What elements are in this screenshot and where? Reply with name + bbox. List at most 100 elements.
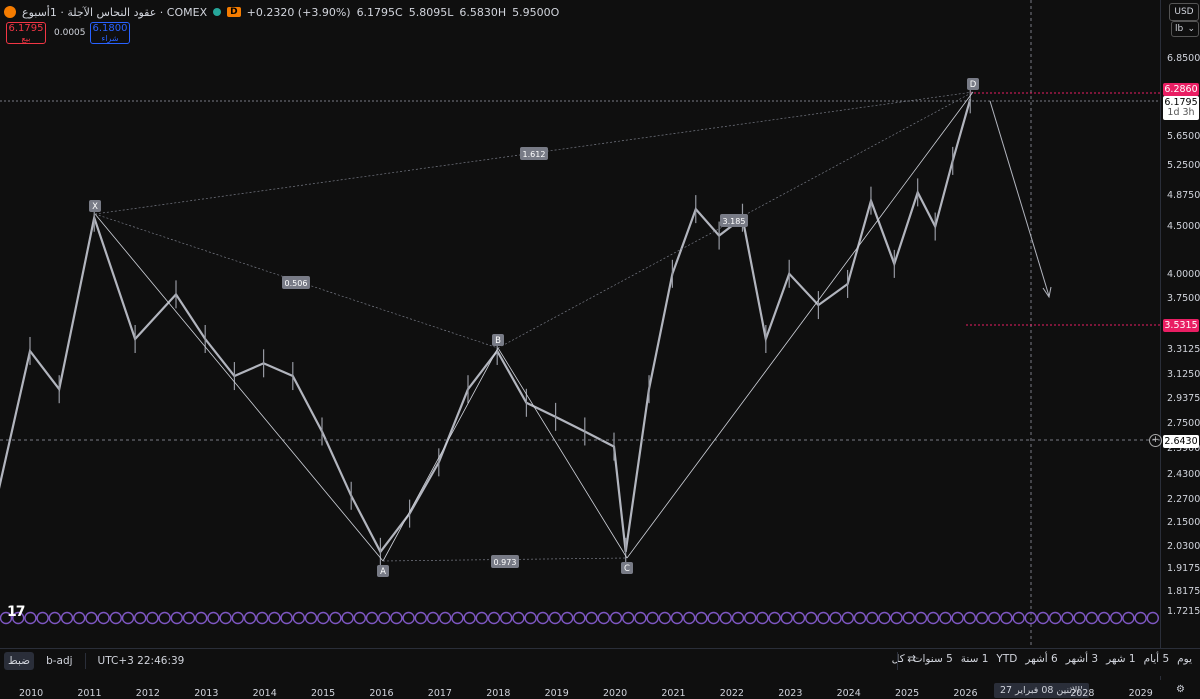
event-marker-icon: [378, 611, 391, 625]
event-marker-icon: [475, 611, 488, 625]
price-tick-label: 2.2700: [1167, 494, 1200, 505]
event-marker-icon: [1024, 611, 1038, 625]
time-tick-label: 2022: [719, 688, 744, 699]
event-marker-icon: [1109, 611, 1123, 625]
event-marker-icon: [878, 611, 891, 625]
current-price-tag: 6.1795 1d 3h: [1163, 96, 1199, 120]
event-marker-icon: [1036, 611, 1050, 625]
event-marker-icon: [170, 611, 184, 625]
event-marker-icon: [597, 611, 610, 625]
pattern-point-box-A: [377, 565, 389, 577]
ratio-label-1: 0.506: [285, 279, 308, 288]
add-alert-plus-icon[interactable]: +: [1149, 434, 1162, 447]
pattern-leg-AB: [382, 347, 499, 562]
pattern-leg-CD: [626, 91, 974, 559]
ratio-box-2: [720, 214, 748, 227]
event-marker-icon: [219, 611, 232, 625]
price-axis[interactable]: USD lb ⌄ 6.8500 5.6500 5.2500 4.8750 4.5000 4…: [1149, 0, 1200, 680]
range-option[interactable]: 6 أشهر: [1025, 653, 1058, 665]
chart-pane[interactable]: X A B C D 1.612 0.506 3.185 0.973 عقود النحاس ال…: [0, 0, 1160, 680]
range-option[interactable]: 1 سنة: [960, 653, 989, 665]
pattern-point-box-D: [967, 78, 979, 90]
event-marker-icon: [646, 611, 659, 625]
event-marker-icon: [243, 611, 257, 625]
market-status-icon: [213, 8, 222, 16]
spread-value: 0.0005: [54, 28, 86, 38]
event-marker-icon: [890, 611, 903, 625]
unit-select[interactable]: lb ⌄: [1171, 21, 1199, 37]
range-option[interactable]: 5 أيام: [1143, 653, 1170, 665]
event-marker-icon: [133, 611, 147, 625]
event-marker-icon: [414, 611, 427, 625]
event-marker-icon: [719, 611, 732, 625]
compare-calendar-icon[interactable]: ⇄: [907, 653, 916, 665]
price-tick-label: 1.7215: [1167, 606, 1200, 617]
pattern-point-D: D: [970, 80, 977, 90]
time-tick-label: 2014: [252, 688, 277, 699]
event-marker-icon: [451, 611, 464, 625]
buy-button[interactable]: 6.1800 شراء: [90, 22, 130, 44]
delayed-badge: D: [227, 7, 241, 17]
copper-symbol-icon: [4, 6, 16, 18]
event-marker-icon: [426, 611, 440, 625]
time-tick-label: 2028: [1070, 688, 1095, 699]
pattern-leg-XA: [94, 213, 384, 562]
price-tick-label: 4.0000: [1167, 269, 1200, 280]
time-tick-label: 2016: [369, 688, 394, 699]
price-tick-label: 2.0300: [1167, 541, 1200, 552]
range-option[interactable]: 3 أشهر: [1065, 653, 1099, 665]
event-marker-icon: [194, 611, 208, 625]
event-marker-icon: [548, 611, 562, 625]
event-marker-icon: [524, 611, 537, 625]
event-marker-icon: [939, 611, 952, 625]
event-marker-icon: [768, 611, 781, 625]
event-marker-icon: [1134, 611, 1147, 625]
buy-label: شراء: [101, 34, 119, 43]
time-tick-label: 2024: [836, 688, 861, 699]
event-marker-icon: [914, 611, 928, 625]
event-marker-icon: [146, 611, 159, 625]
time-tick-label: 2012: [135, 688, 160, 699]
time-tick-label: 2019: [544, 688, 569, 699]
range-option[interactable]: كل: [891, 653, 905, 665]
symbol-title[interactable]: عقود النحاس الآجلة · 1أسبوع · COMEX: [22, 5, 208, 19]
date-range-selector: يوم 5 أيام 1 شهر 3 أشهر 6 أشهر YTD 1 سنة 5 سنوا…: [892, 653, 1192, 665]
price-tick-label: 3.7500: [1167, 293, 1200, 304]
event-marker-icon: [256, 611, 269, 625]
sell-button[interactable]: 6.1795 بيع: [6, 22, 46, 44]
event-marker-icon: [182, 611, 196, 625]
legend-high: 6.5830H: [459, 5, 507, 19]
price-tick-label: 6.8500: [1167, 53, 1200, 64]
currency-button[interactable]: USD: [1169, 3, 1199, 21]
event-marker-icon: [24, 611, 37, 625]
event-marker-icon: [304, 611, 318, 625]
range-option[interactable]: 5 سنوات: [912, 653, 953, 665]
target-price-tag: 6.2860: [1163, 83, 1199, 96]
adjust-button[interactable]: ضبط: [4, 652, 35, 670]
event-marker-icon: [634, 611, 647, 625]
pattern-leg-BC: [497, 347, 628, 559]
back-adjust-button[interactable]: b-adj: [46, 655, 73, 667]
event-marker-icon: [48, 611, 61, 625]
sell-label: بيع: [21, 34, 31, 43]
event-marker-icon: [805, 611, 818, 625]
event-marker-icon: [85, 611, 98, 625]
range-option[interactable]: يوم: [1177, 653, 1192, 665]
range-option[interactable]: YTD: [996, 653, 1018, 665]
ratio-label-2: 3.185: [723, 217, 746, 226]
event-marker-icon: [292, 611, 305, 625]
timezone-clock[interactable]: UTC+3 22:46:39: [97, 655, 185, 667]
ratio-box-3: [491, 555, 519, 568]
event-marker-icon: [0, 611, 13, 625]
gear-icon[interactable]: ⚙: [1176, 684, 1185, 695]
event-marker-icon: [853, 611, 867, 625]
price-plot[interactable]: X A B C D 1.612 0.506 3.185 0.973: [0, 0, 1160, 648]
support-price-tag: 3.5315: [1163, 319, 1199, 332]
legend-open: 5.9500O: [512, 5, 560, 19]
event-marker-icon: [866, 611, 879, 625]
event-marker-icon: [463, 611, 476, 625]
range-option[interactable]: 1 شهر: [1106, 653, 1136, 665]
divider: [84, 653, 86, 669]
time-tick-label: 2020: [603, 688, 628, 699]
